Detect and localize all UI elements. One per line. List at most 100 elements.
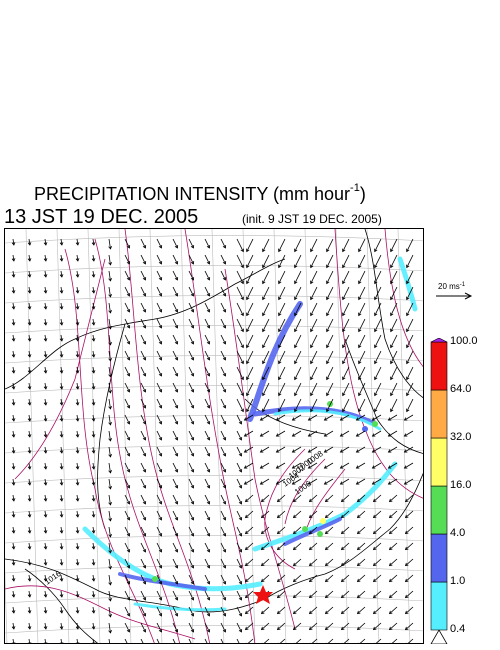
- wind-vector: [262, 334, 270, 349]
- wind-vector: [91, 478, 96, 486]
- wind-vector: [172, 558, 179, 569]
- wind-vector: [108, 334, 112, 346]
- wind-vector: [43, 398, 48, 406]
- wind-vector: [374, 238, 382, 253]
- wind-vector: [236, 350, 244, 365]
- wind-vector: [204, 494, 211, 505]
- wind-vector: [220, 238, 227, 249]
- wind-vector: [188, 430, 195, 441]
- wind-vector: [275, 446, 286, 453]
- wind-vector: [374, 398, 382, 413]
- wind-vector: [355, 414, 366, 421]
- wind-vector: [204, 462, 211, 473]
- wind-vector: [27, 574, 32, 582]
- wind-vector: [292, 558, 302, 567]
- wind-vector: [204, 286, 211, 297]
- isobar-line: [14, 258, 106, 480]
- wind-vector: [220, 398, 227, 409]
- wind-vector: [75, 414, 80, 422]
- wind-vector: [27, 446, 32, 454]
- wind-vector: [260, 558, 270, 567]
- wind-vector: [188, 302, 195, 313]
- isobar-line: [64, 248, 155, 643]
- wind-vector: [404, 510, 414, 519]
- wind-vector: [188, 286, 195, 297]
- wind-vector: [27, 638, 32, 643]
- wind-vector: [43, 254, 48, 262]
- grid-parallel: [5, 595, 423, 604]
- wind-vector: [356, 574, 366, 583]
- wind-vector: [403, 478, 414, 485]
- wind-vector: [276, 526, 286, 535]
- wind-vector: [75, 366, 80, 374]
- wind-vector: [390, 270, 398, 285]
- wind-vector: [156, 558, 163, 569]
- wind-vector: [156, 510, 163, 521]
- wind-vector: [204, 270, 211, 281]
- grid-parallel: [5, 565, 423, 574]
- wind-vector: [278, 318, 286, 333]
- wind-vector: [307, 446, 318, 453]
- wind-vector: [204, 254, 211, 265]
- grid-meridian: [5, 566, 8, 643]
- wind-vector: [236, 286, 244, 301]
- wind-vector: [323, 414, 334, 421]
- wind-vector: [59, 254, 64, 262]
- wind-vector: [390, 334, 398, 349]
- wind-vector: [358, 366, 366, 381]
- wind-vector: [156, 446, 163, 457]
- reference-vector-label: 20 ms-1: [438, 282, 466, 291]
- wind-vector: [324, 590, 334, 599]
- wind-vector: [220, 478, 227, 489]
- wind-vector: [124, 318, 131, 329]
- wind-vector: [59, 430, 64, 438]
- wind-vector: [406, 286, 414, 301]
- wind-vector: [108, 398, 112, 410]
- precipitation-cell: [362, 426, 368, 432]
- wind-vector: [276, 622, 286, 631]
- wind-vector: [124, 606, 131, 617]
- wind-vector: [326, 270, 334, 285]
- wind-vector: [340, 622, 350, 631]
- wind-vector: [277, 638, 286, 643]
- wind-vector: [236, 238, 244, 253]
- colorbar-level-label: 64.0: [450, 383, 472, 395]
- wind-vector: [340, 558, 350, 567]
- wind-vector: [294, 318, 302, 333]
- wind-vector: [291, 462, 302, 469]
- wind-vector: [326, 334, 334, 349]
- wind-vector: [11, 286, 16, 294]
- grid-meridian: [304, 229, 318, 643]
- wind-vector: [372, 510, 382, 519]
- wind-vector: [406, 302, 414, 317]
- wind-vector: [27, 302, 32, 310]
- wind-vector: [291, 478, 302, 485]
- wind-vector: [27, 510, 32, 518]
- wind-vector: [59, 446, 64, 454]
- wind-vector: [156, 318, 163, 329]
- wind-vector: [188, 318, 195, 329]
- wind-vector: [278, 366, 286, 381]
- wind-vector: [204, 510, 211, 521]
- wind-vector: [204, 238, 211, 249]
- wind-vector: [404, 606, 414, 615]
- wind-vector: [308, 510, 318, 519]
- wind-vector: [59, 574, 64, 582]
- wind-vector: [188, 478, 195, 489]
- wind-vector: [91, 510, 96, 518]
- isobar-line: [224, 268, 296, 630]
- wind-vector: [220, 446, 227, 457]
- wind-vector: [236, 510, 243, 521]
- wind-vector: [236, 478, 243, 489]
- wind-vector: [91, 542, 96, 550]
- wind-vector: [172, 270, 179, 281]
- wind-vector: [236, 430, 243, 441]
- wind-vector: [75, 510, 80, 518]
- wind-vector: [388, 494, 398, 503]
- wind-vector: [310, 366, 318, 381]
- wind-vector: [11, 350, 16, 358]
- wind-vector: [75, 382, 80, 390]
- wind-vector: [372, 606, 382, 615]
- wind-vector: [404, 558, 414, 567]
- wind-vector: [340, 574, 350, 583]
